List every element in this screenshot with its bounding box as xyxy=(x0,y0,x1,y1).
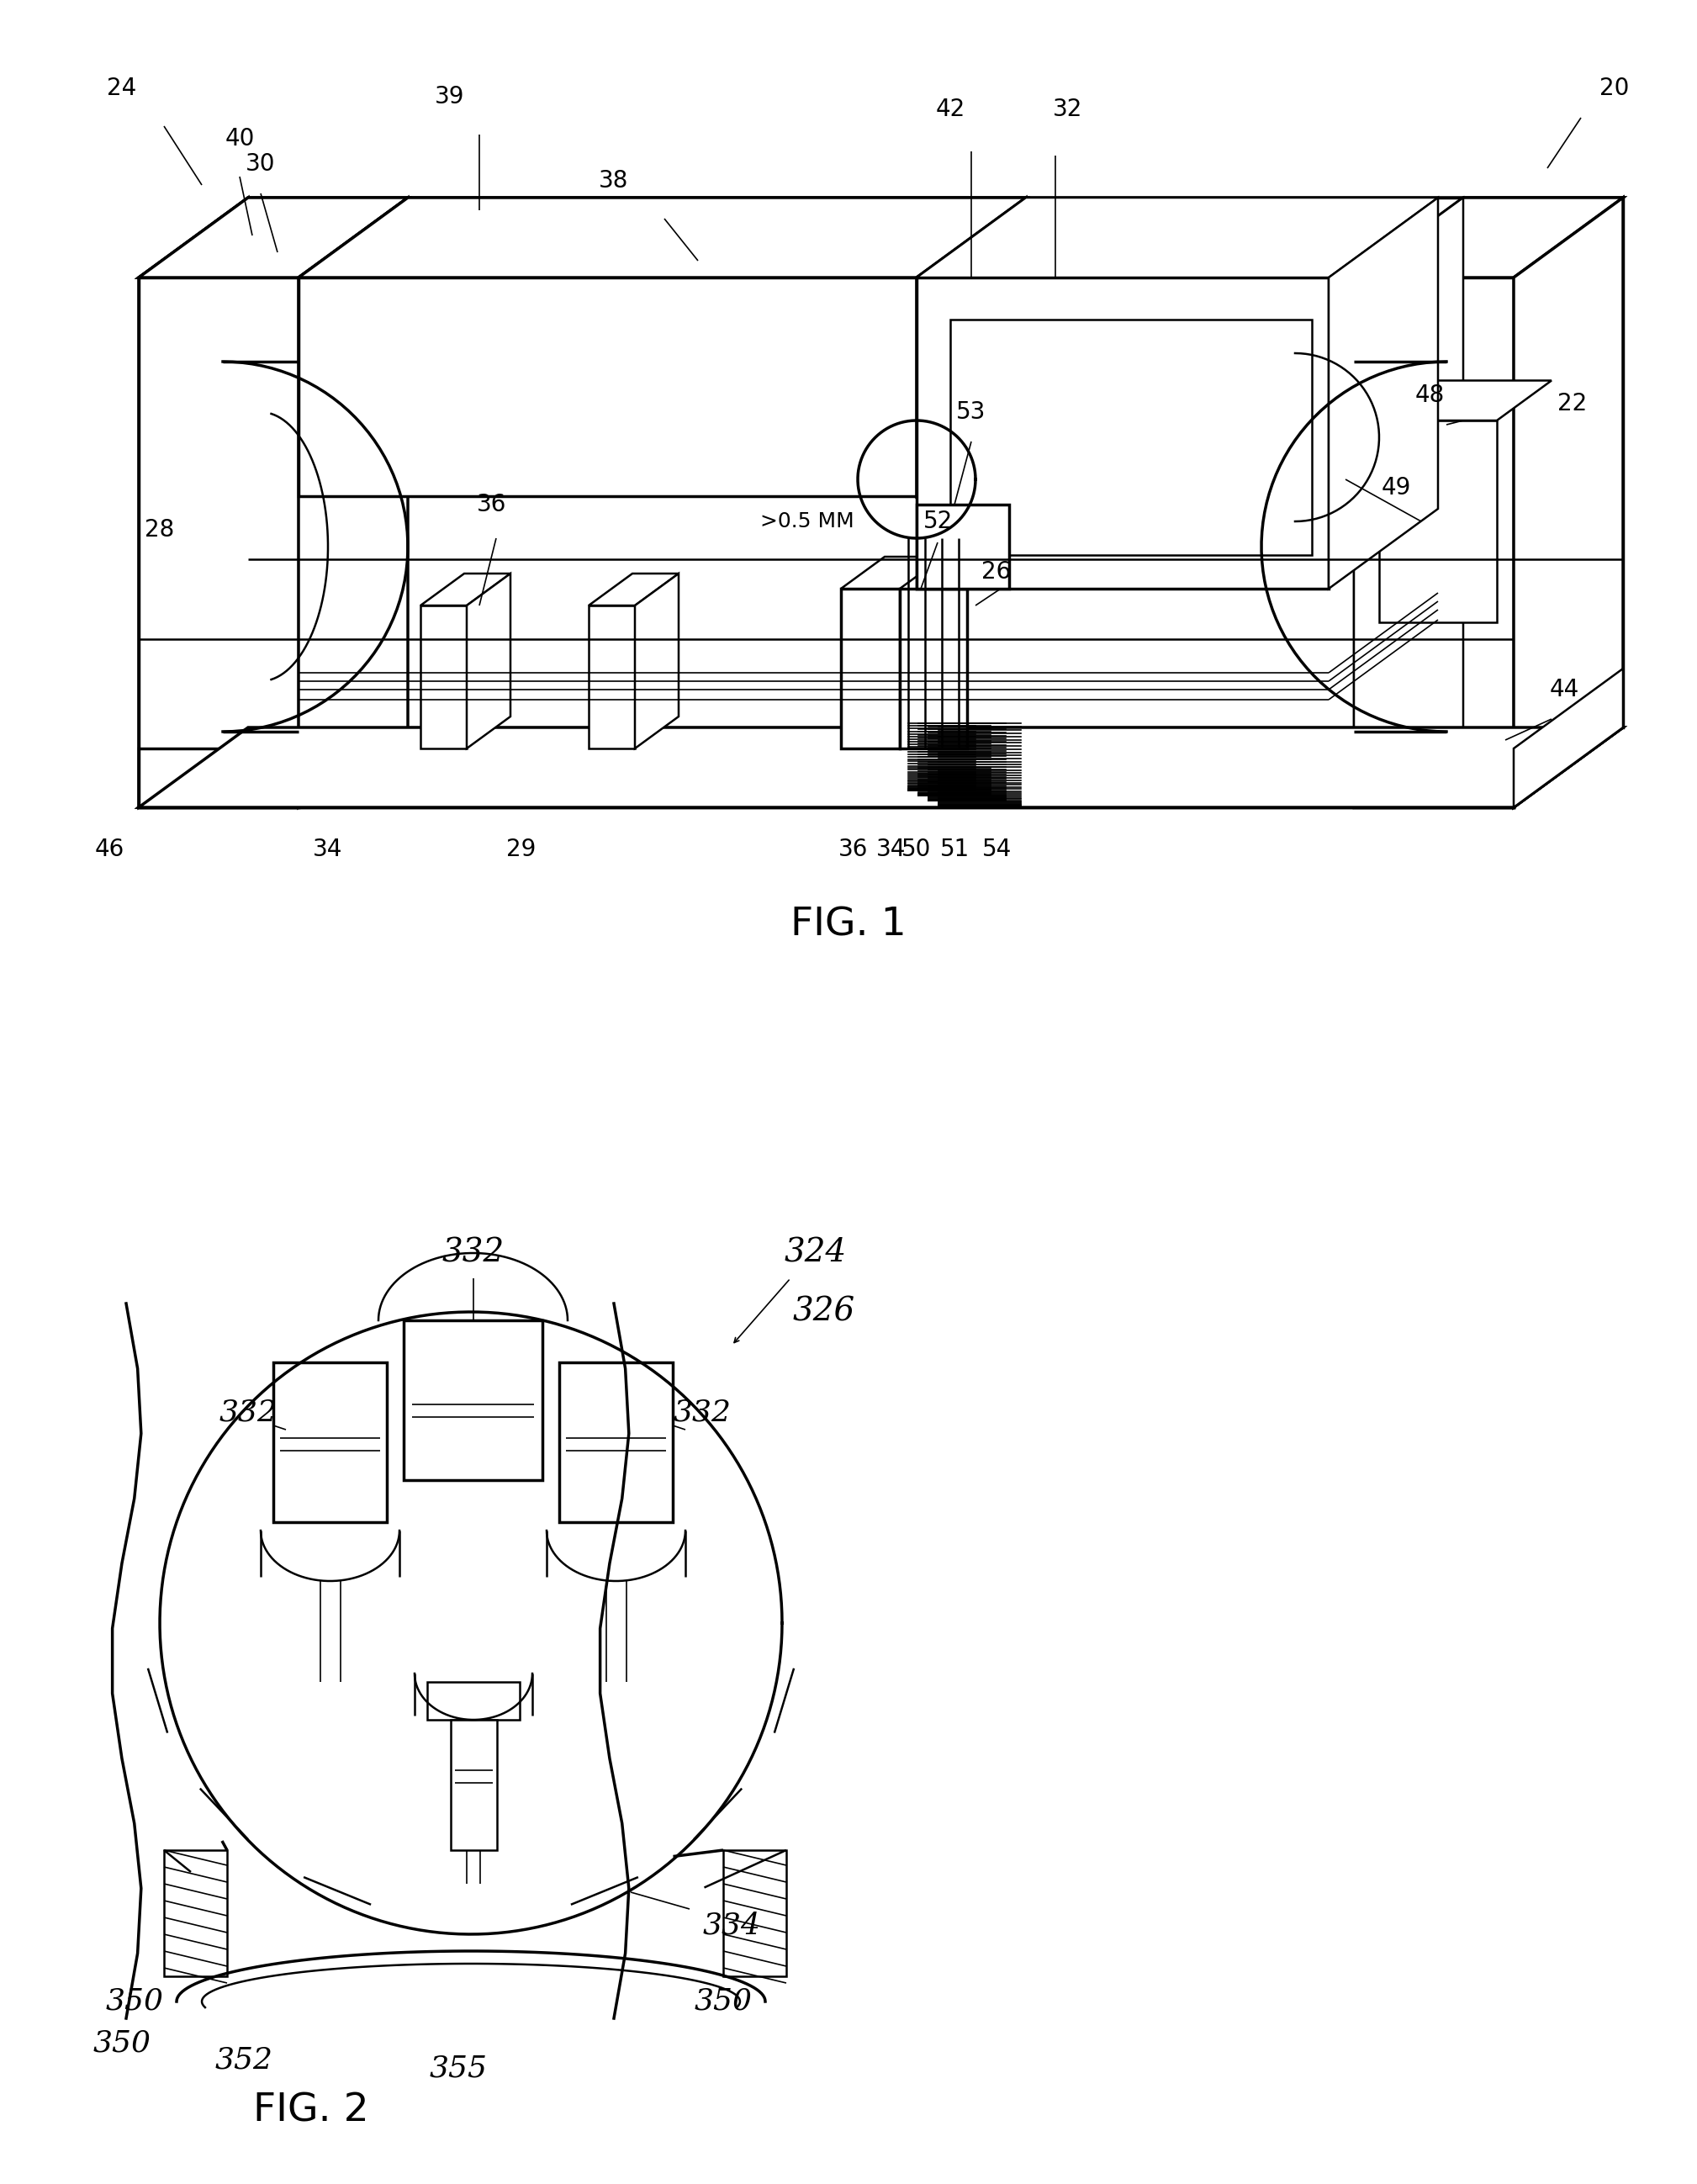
Polygon shape xyxy=(842,590,899,749)
Text: FIG. 2: FIG. 2 xyxy=(253,2092,368,2129)
Polygon shape xyxy=(589,574,679,605)
Polygon shape xyxy=(139,197,407,277)
Text: 50: 50 xyxy=(901,839,932,860)
Text: 352: 352 xyxy=(216,2046,273,2075)
Text: 326: 326 xyxy=(792,1297,855,1328)
Text: 22: 22 xyxy=(1558,391,1587,415)
Text: 52: 52 xyxy=(923,509,952,533)
Text: >0.5 MM: >0.5 MM xyxy=(760,511,854,531)
Polygon shape xyxy=(1354,277,1514,808)
Bar xyxy=(273,1363,387,1522)
Text: 324: 324 xyxy=(784,1238,847,1269)
Text: 350: 350 xyxy=(694,1987,752,2016)
Polygon shape xyxy=(1380,380,1551,422)
Text: 42: 42 xyxy=(935,98,966,120)
Polygon shape xyxy=(899,590,967,749)
Polygon shape xyxy=(916,197,1027,496)
Bar xyxy=(723,1850,786,1977)
Polygon shape xyxy=(139,727,1622,808)
Text: 29: 29 xyxy=(506,839,536,860)
Polygon shape xyxy=(916,505,1010,590)
Text: 32: 32 xyxy=(1054,98,1083,120)
Polygon shape xyxy=(139,749,1514,808)
Text: 36: 36 xyxy=(477,494,507,515)
Polygon shape xyxy=(467,574,511,749)
Text: 20: 20 xyxy=(1600,76,1629,100)
Bar xyxy=(165,1850,227,1977)
Polygon shape xyxy=(139,197,248,808)
Text: 350: 350 xyxy=(93,2029,151,2057)
Text: 39: 39 xyxy=(434,85,465,109)
Polygon shape xyxy=(139,277,299,808)
Polygon shape xyxy=(589,605,635,749)
Bar xyxy=(560,1363,672,1522)
Polygon shape xyxy=(1514,668,1622,808)
Text: 355: 355 xyxy=(429,2055,487,2084)
Text: 34: 34 xyxy=(877,839,906,860)
Text: 44: 44 xyxy=(1549,677,1578,701)
Polygon shape xyxy=(635,574,679,749)
Polygon shape xyxy=(299,197,1027,277)
Text: 53: 53 xyxy=(957,400,986,424)
Text: 332: 332 xyxy=(443,1238,504,1269)
Text: 49: 49 xyxy=(1381,476,1410,500)
Polygon shape xyxy=(1354,197,1622,277)
Polygon shape xyxy=(916,277,1329,590)
Polygon shape xyxy=(950,319,1312,555)
Polygon shape xyxy=(1354,197,1463,808)
Polygon shape xyxy=(299,277,916,496)
Polygon shape xyxy=(421,574,511,605)
Text: 334: 334 xyxy=(703,1911,760,1939)
Bar xyxy=(450,1719,497,1850)
Text: 46: 46 xyxy=(95,839,124,860)
Polygon shape xyxy=(248,197,1622,727)
Bar xyxy=(428,1682,519,1719)
Polygon shape xyxy=(1329,197,1437,590)
Bar xyxy=(404,1321,543,1481)
Polygon shape xyxy=(139,277,1514,808)
Text: 30: 30 xyxy=(246,153,275,175)
Text: 36: 36 xyxy=(838,839,869,860)
Text: 26: 26 xyxy=(981,559,1011,583)
Text: 34: 34 xyxy=(312,839,343,860)
Text: FIG. 1: FIG. 1 xyxy=(791,906,906,943)
Polygon shape xyxy=(299,197,407,808)
Polygon shape xyxy=(1514,197,1622,808)
Text: 350: 350 xyxy=(105,1987,163,2016)
Text: 51: 51 xyxy=(940,839,969,860)
Text: 28: 28 xyxy=(144,518,175,542)
Polygon shape xyxy=(421,605,467,749)
Text: 38: 38 xyxy=(599,168,630,192)
Text: 332: 332 xyxy=(674,1398,731,1426)
Polygon shape xyxy=(842,557,944,590)
Text: 332: 332 xyxy=(219,1398,277,1426)
Polygon shape xyxy=(139,727,1622,808)
Polygon shape xyxy=(1514,197,1622,808)
Polygon shape xyxy=(139,197,1622,277)
Text: 40: 40 xyxy=(224,127,255,151)
Polygon shape xyxy=(916,197,1437,277)
Text: 24: 24 xyxy=(107,76,137,100)
Text: 54: 54 xyxy=(981,839,1011,860)
Text: 48: 48 xyxy=(1415,384,1444,406)
Polygon shape xyxy=(1380,422,1497,622)
